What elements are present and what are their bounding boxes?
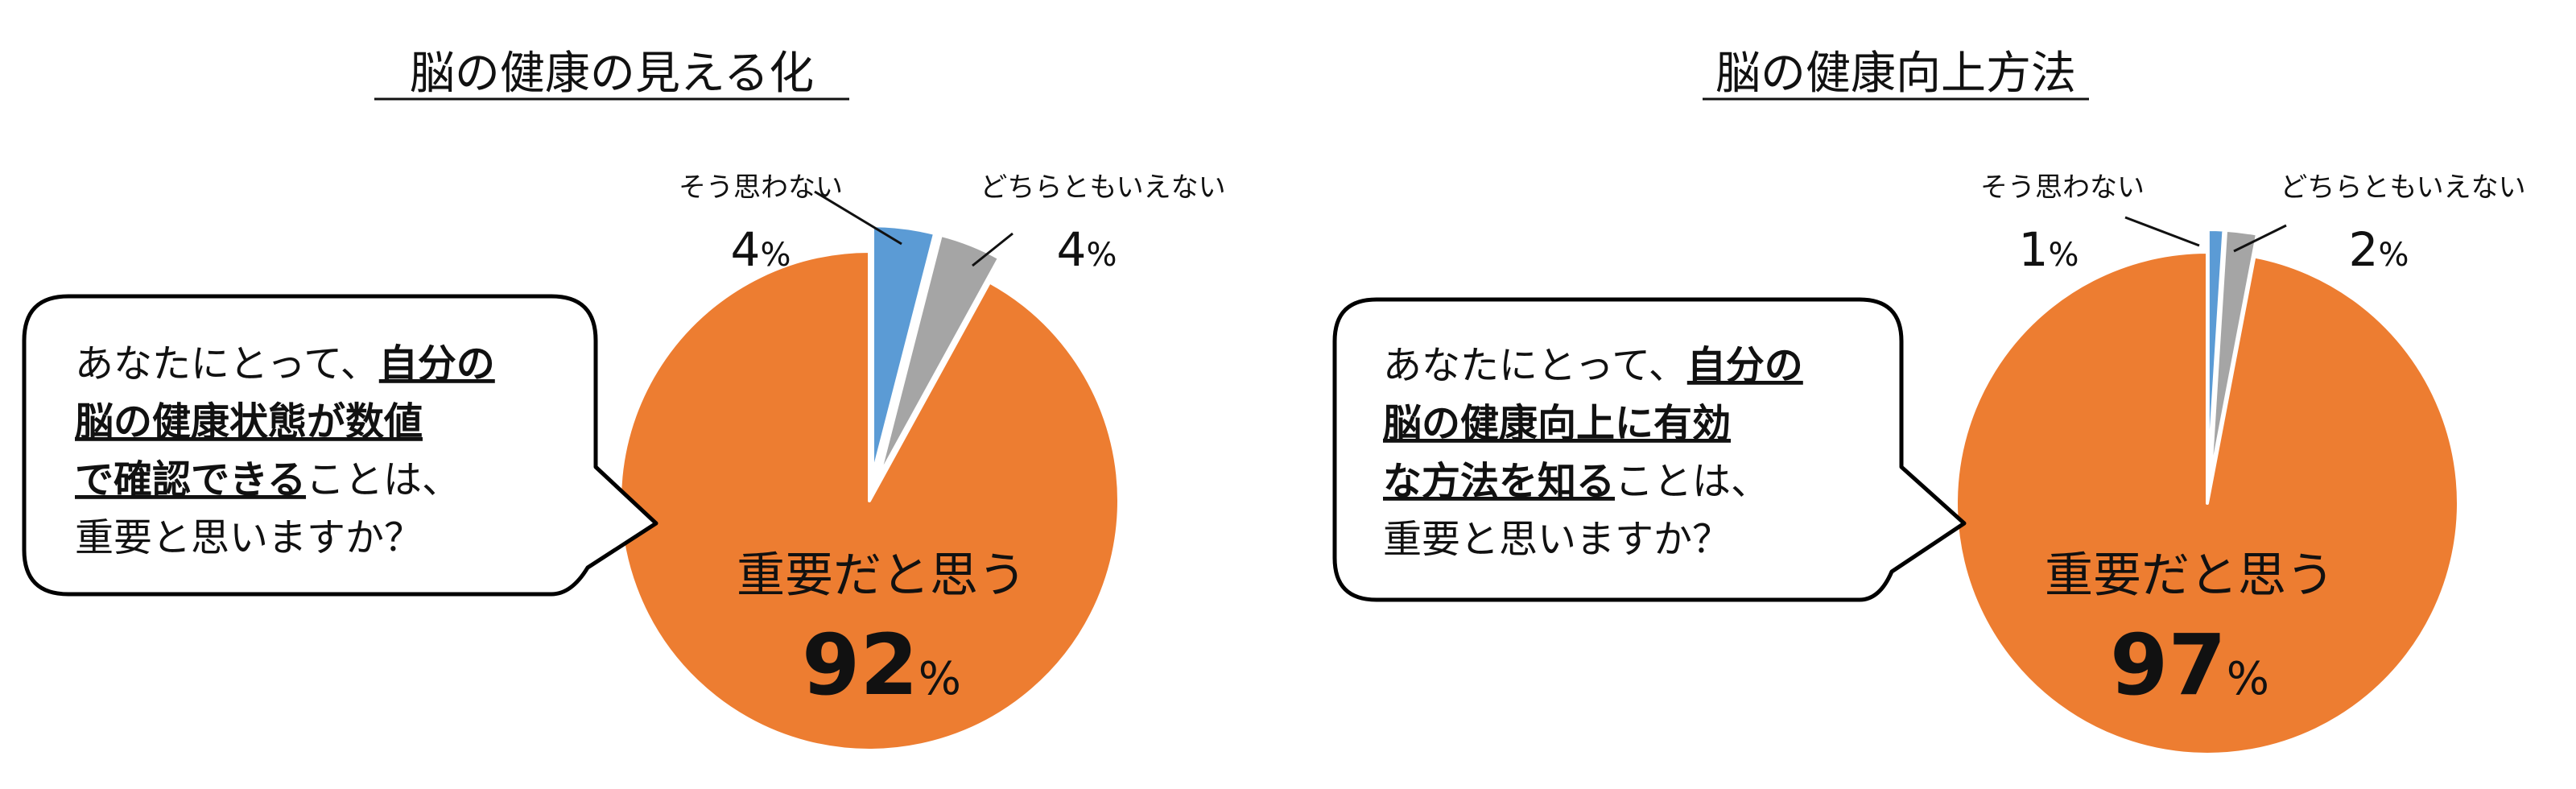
question-text: あなたにとって、自分の 脳の健康向上に有効 な方法を知ることは、 重要と思います… [1383,343,1803,562]
slice-value-neutral: 4% [1057,222,1117,277]
slice-label-neutral: どちらともいえない [2280,171,2525,204]
chart-title: 脳の健康向上方法 [1715,48,2076,100]
pie-slice-important [618,250,1121,752]
slice-value-neutral: 2% [2349,222,2409,277]
chart-title: 脳の健康の見える化 [410,48,814,100]
pie-slices [618,224,1121,752]
slice-label-disagree: そう思わない [679,171,843,204]
leader-line-neutral [972,232,1013,267]
slice-value-important: 92% [802,616,961,714]
leader-line-disagree [2124,216,2200,247]
question-plain: 重要と思いますか？ [75,515,423,560]
slice-label-important: 重要だと思う [2045,547,2334,604]
pie-slice-disagree [2206,228,2226,483]
slice-label-neutral: どちらともいえない [980,171,1225,204]
question-emphasis: 脳の健康向上に有効 [1383,401,1731,446]
svg-text:あなたにとって、自分の: あなたにとって、自分の [75,341,495,386]
chart-left: 脳の健康の見える化 そう思わない 4% どちらともいえない 4% 重要だと思う … [22,48,1226,752]
question-emphasis: な方法を知る [1383,459,1615,504]
leader-line-disagree [814,190,902,246]
question-bubble [1332,297,1967,602]
slice-value-disagree: 4% [731,222,791,277]
leader-line-neutral [2233,224,2287,253]
pie-slices [1955,228,2460,756]
svg-text:な方法を知ることは、: な方法を知ることは、 [1383,459,1769,504]
pie-slice-important [1955,250,2460,756]
question-plain: 重要と思いますか？ [1383,517,1731,562]
question-emphasis: 自分の [1687,343,1803,388]
question-emphasis: 脳の健康状態が数値 [75,399,423,444]
question-plain: あなたにとって、 [1383,343,1687,388]
slice-label-disagree: そう思わない [1980,171,2145,204]
svg-text:脳の健康向上に有効: 脳の健康向上に有効 [1383,401,1731,446]
svg-text:脳の健康状態が数値: 脳の健康状態が数値 [75,399,423,444]
svg-text:で確認できることは、: で確認できることは、 [75,457,460,502]
question-text: あなたにとって、自分の 脳の健康状態が数値 で確認できることは、 重要と思います… [75,341,495,560]
question-plain: ことは、 [1615,459,1769,504]
svg-text:あなたにとって、自分の: あなたにとって、自分の [1383,343,1803,388]
pie-slice-neutral [877,233,1001,479]
question-bubble [22,294,658,597]
question-emphasis: で確認できる [75,457,306,502]
svg-text:重要と思いますか？: 重要と思いますか？ [1383,517,1731,562]
question-plain: ことは、 [306,457,460,502]
question-emphasis: 自分の [379,341,495,386]
chart-right: 脳の健康向上方法 そう思わない 1% どちらともいえない 2% 重要だと思う 9… [1332,48,2526,756]
slice-value-disagree: 1% [2019,222,2079,277]
svg-text:重要と思いますか？: 重要と思いますか？ [75,515,423,560]
slice-label-important: 重要だと思う [737,547,1026,604]
slice-value-important: 97% [2110,616,2269,714]
question-plain: あなたにとって、 [75,341,379,386]
